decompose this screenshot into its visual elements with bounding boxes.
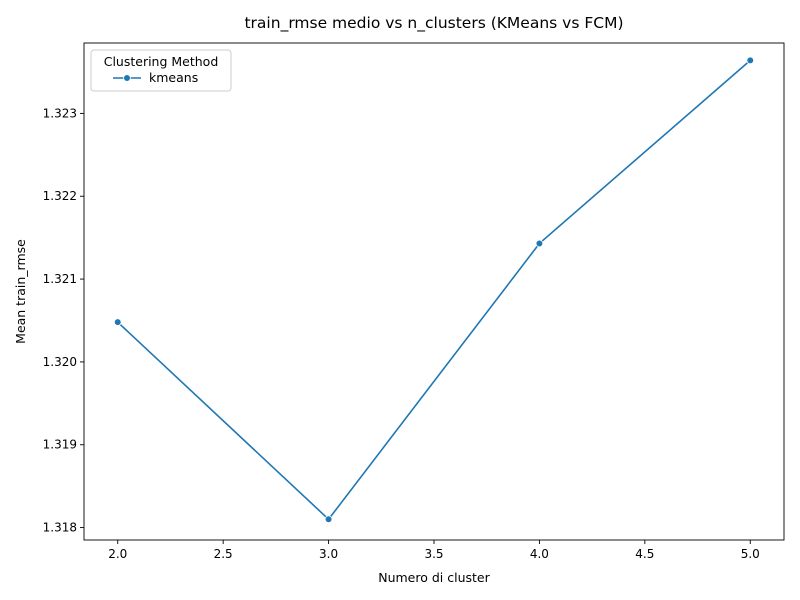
x-tick-label: 3.5 (424, 547, 443, 561)
x-tick-label: 4.5 (635, 547, 654, 561)
data-point (324, 515, 333, 524)
legend-entries: kmeans (113, 70, 198, 85)
x-axis-label: Numero di cluster (378, 570, 490, 585)
legend-swatch-marker (123, 74, 131, 82)
y-tick-label: 1.321 (43, 272, 77, 286)
chart-title: train_rmse medio vs n_clusters (KMeans v… (244, 14, 623, 33)
data-point (535, 239, 544, 248)
series-line-kmeans (117, 59, 751, 521)
y-axis: 1.318 1.319 1.320 1.321 1.322 1.323 (43, 106, 84, 535)
x-axis: 2.0 2.5 3.0 3.5 4.0 4.5 5.0 (108, 540, 760, 561)
plot-area-frame (83, 42, 785, 541)
y-tick-label: 1.322 (43, 189, 77, 203)
x-tick-label: 2.0 (108, 547, 127, 561)
y-tick-label: 1.319 (43, 438, 77, 452)
x-tick-label: 5.0 (741, 547, 760, 561)
x-tick-label: 3.0 (319, 547, 338, 561)
legend: Clustering Method kmeans (90, 49, 232, 92)
y-tick-label: 1.323 (43, 106, 77, 120)
legend-entry-label: kmeans (149, 70, 198, 85)
series-layer (113, 56, 755, 524)
x-tick-label: 2.5 (214, 547, 233, 561)
data-point (746, 56, 755, 65)
y-tick-label: 1.318 (43, 521, 77, 535)
data-point (113, 318, 122, 326)
y-axis-label: Mean train_rmse (13, 239, 28, 344)
y-tick-label: 1.320 (43, 355, 77, 369)
legend-title: Clustering Method (104, 54, 219, 69)
x-tick-label: 4.0 (530, 547, 549, 561)
